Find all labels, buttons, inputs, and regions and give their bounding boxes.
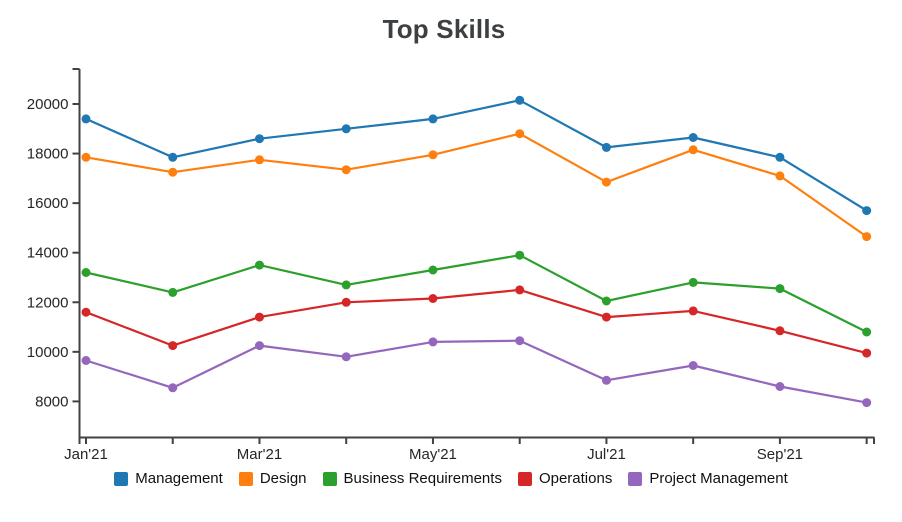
legend-label: Project Management <box>649 470 788 487</box>
data-point-business-requirements[interactable] <box>254 260 264 270</box>
legend-label: Design <box>259 470 307 487</box>
data-point-management[interactable] <box>341 124 351 134</box>
legend-label: Operations <box>538 470 613 487</box>
data-point-design[interactable] <box>81 152 91 162</box>
data-point-design[interactable] <box>428 150 438 160</box>
y-tick-label: 18000 <box>27 146 69 163</box>
y-tick-label: 8000 <box>35 393 68 410</box>
data-point-design[interactable] <box>341 165 351 175</box>
data-point-operations[interactable] <box>515 285 525 295</box>
series-line-business-requirements <box>85 254 868 333</box>
data-point-management[interactable] <box>862 206 872 216</box>
data-point-design[interactable] <box>515 129 525 139</box>
data-point-business-requirements[interactable] <box>428 265 438 275</box>
data-point-design[interactable] <box>775 171 785 181</box>
plot-area: 8000 10000 12000 14000 16000 18000 20000 Jan'21… <box>27 68 875 463</box>
data-point-business-requirements[interactable] <box>862 327 872 337</box>
legend-item-project-management[interactable]: Project Management <box>628 470 788 487</box>
legend-swatch-business-requirements <box>322 471 337 486</box>
data-point-management[interactable] <box>688 133 698 142</box>
data-point-operations[interactable] <box>341 297 351 307</box>
data-point-project-management[interactable] <box>428 337 438 347</box>
data-point-business-requirements[interactable] <box>81 268 91 277</box>
series-line-design <box>85 132 868 238</box>
legend-item-business-requirements[interactable]: Business Requirements <box>322 470 502 487</box>
data-point-project-management[interactable] <box>601 375 611 385</box>
data-point-management[interactable] <box>254 134 264 144</box>
data-point-project-management[interactable] <box>688 361 698 370</box>
data-point-operations[interactable] <box>254 312 264 322</box>
data-point-operations[interactable] <box>428 294 438 303</box>
legend-swatch-operations <box>517 471 532 486</box>
data-point-business-requirements[interactable] <box>688 277 698 287</box>
data-point-management[interactable] <box>775 152 785 162</box>
y-tick-label: 10000 <box>27 344 69 361</box>
legend-item-operations[interactable]: Operations <box>517 470 613 487</box>
data-point-design[interactable] <box>688 145 698 155</box>
data-point-management[interactable] <box>515 95 525 105</box>
legend-swatch-design <box>238 471 253 486</box>
data-point-management[interactable] <box>81 114 91 124</box>
data-point-operations[interactable] <box>601 312 611 322</box>
y-tick-label: 14000 <box>27 245 69 262</box>
data-point-business-requirements[interactable] <box>341 280 351 290</box>
series-line-operations <box>85 288 867 355</box>
chart-legend: Management Design Business Requirements Ope… <box>0 470 902 487</box>
data-point-operations[interactable] <box>775 326 785 336</box>
data-point-business-requirements[interactable] <box>168 287 178 297</box>
legend-swatch-management <box>114 471 129 486</box>
y-tick-label: 20000 <box>27 96 69 113</box>
legend-swatch-project-management <box>628 471 643 486</box>
legend-label: Management <box>135 470 223 487</box>
data-point-operations[interactable] <box>862 348 872 358</box>
data-point-design[interactable] <box>862 232 872 242</box>
data-point-project-management[interactable] <box>341 352 351 362</box>
data-point-management[interactable] <box>428 114 438 124</box>
data-point-operations[interactable] <box>81 307 91 317</box>
legend-item-design[interactable]: Design <box>238 470 307 487</box>
chart-title: Top Skills <box>382 14 506 44</box>
series-line-project-management <box>85 339 867 404</box>
data-point-business-requirements[interactable] <box>515 250 525 260</box>
data-point-operations[interactable] <box>688 306 698 316</box>
data-point-project-management[interactable] <box>168 383 178 393</box>
y-tick-label: 16000 <box>27 195 69 212</box>
data-point-project-management[interactable] <box>515 336 525 346</box>
data-point-management[interactable] <box>601 142 611 152</box>
data-point-project-management[interactable] <box>254 341 264 351</box>
data-point-operations[interactable] <box>168 341 178 351</box>
y-tick-label: 12000 <box>27 294 69 311</box>
series-line-management <box>85 99 868 212</box>
data-point-business-requirements[interactable] <box>601 296 611 306</box>
x-tick-label: Jan'21 <box>64 446 108 463</box>
legend-label: Business Requirements <box>343 470 502 487</box>
data-point-design[interactable] <box>168 167 178 177</box>
legend-item-management[interactable]: Management <box>114 470 223 487</box>
x-tick-label: May'21 <box>409 446 457 463</box>
data-point-project-management[interactable] <box>862 398 872 408</box>
x-tick-label: Jul'21 <box>587 446 626 463</box>
data-point-management[interactable] <box>168 152 178 162</box>
x-tick-label: Sep'21 <box>757 446 803 463</box>
data-point-project-management[interactable] <box>81 356 91 365</box>
x-tick-label: Mar'21 <box>237 446 282 463</box>
data-point-design[interactable] <box>601 177 611 187</box>
data-point-design[interactable] <box>254 155 264 165</box>
data-point-business-requirements[interactable] <box>775 284 785 294</box>
data-point-project-management[interactable] <box>775 382 785 391</box>
